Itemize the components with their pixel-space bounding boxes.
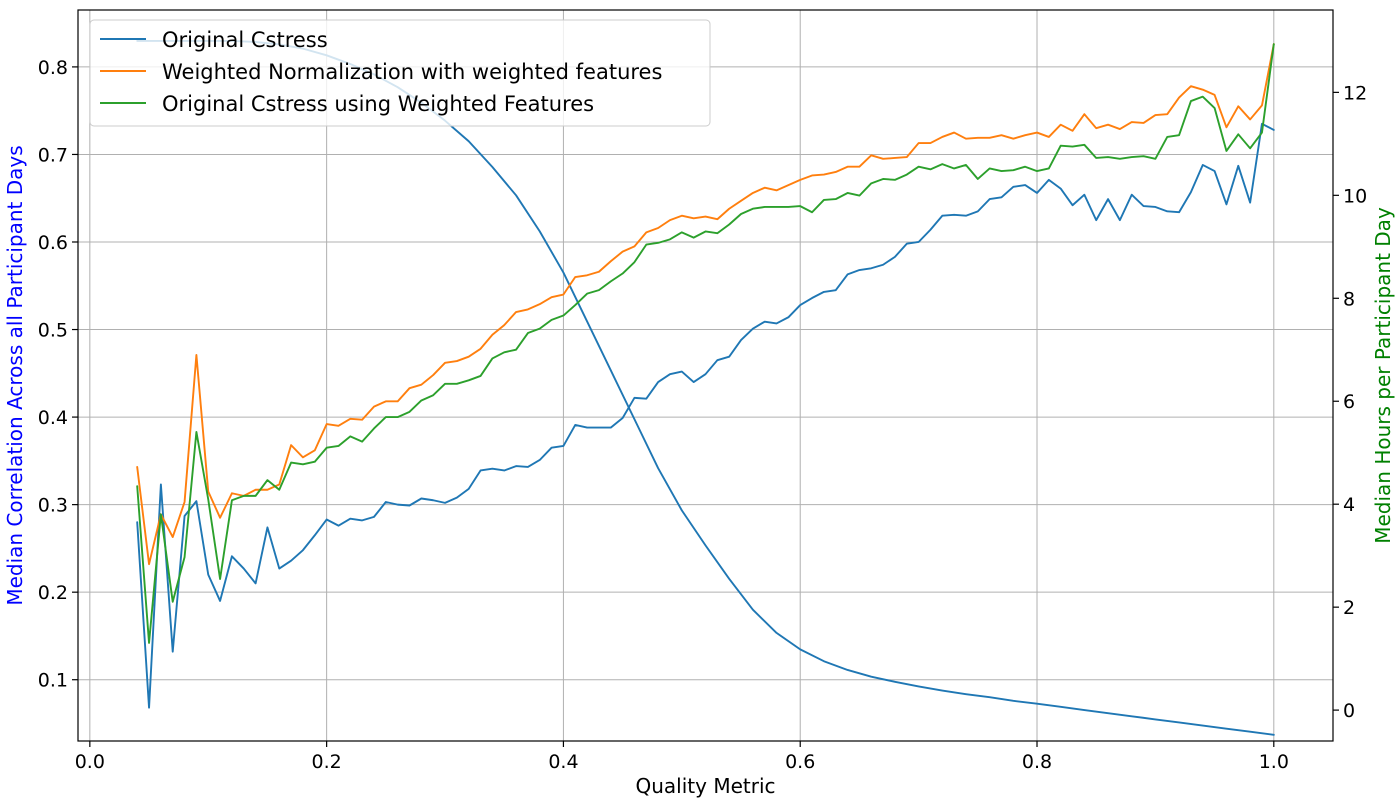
right-y-tick-label: 10 <box>1343 185 1367 207</box>
right-y-tick-label: 6 <box>1343 391 1355 413</box>
series-line-1 <box>136 43 1275 566</box>
left-y-tick-label: 0.6 <box>38 232 68 254</box>
left-y-axis-ticks: 0.1 0.2 0.3 0.4 0.5 0.6 0.7 0.8 <box>38 57 78 692</box>
legend: Original Cstress Weighted Normalization w… <box>89 19 711 127</box>
left-y-tick-label: 0.5 <box>38 320 68 342</box>
x-axis-label: Quality Metric <box>636 774 776 798</box>
right-y-tick-label: 0 <box>1343 700 1355 722</box>
legend-label: Weighted Normalization with weighted fea… <box>162 60 662 84</box>
left-y-tick-label: 0.4 <box>38 407 68 429</box>
right-y-tick-label: 12 <box>1343 82 1367 104</box>
left-y-tick-label: 0.2 <box>38 582 68 604</box>
right-y-tick-label: 8 <box>1343 288 1355 310</box>
left-y-tick-label: 0.7 <box>38 144 68 166</box>
x-tick-label: 0.2 <box>312 751 342 773</box>
left-y-tick-label: 0.8 <box>38 57 68 79</box>
legend-items: Original Cstress Weighted Normalization w… <box>100 28 662 116</box>
legend-label: Original Cstress using Weighted Features <box>162 92 594 116</box>
series-layer <box>136 39 1275 736</box>
legend-box <box>89 19 711 127</box>
plot-frame <box>77 9 1334 742</box>
right-y-axis-ticks: 0 2 4 6 8 10 12 <box>1333 82 1367 722</box>
left-y-tick-label: 0.3 <box>38 495 68 517</box>
series-line-3 <box>136 39 1275 736</box>
left-y-tick-label: 0.1 <box>38 670 68 692</box>
x-tick-label: 0.4 <box>548 751 578 773</box>
x-tick-label: 1.0 <box>1259 751 1289 773</box>
x-axis-ticks: 0.0 0.2 0.4 0.6 0.8 1.0 <box>75 741 1289 773</box>
right-y-tick-label: 4 <box>1343 494 1355 516</box>
x-tick-label: 0.8 <box>1022 751 1052 773</box>
right-y-axis-label: Median Hours per Participant Day <box>1371 207 1395 544</box>
series-line-2 <box>136 43 1275 644</box>
right-y-tick-label: 2 <box>1343 597 1355 619</box>
series-line-0 <box>136 122 1275 709</box>
x-tick-label: 0.0 <box>75 751 105 773</box>
x-tick-label: 0.6 <box>785 751 815 773</box>
legend-label: Original Cstress <box>162 28 328 52</box>
left-y-axis-label: Median Correlation Across all Participan… <box>3 145 27 605</box>
